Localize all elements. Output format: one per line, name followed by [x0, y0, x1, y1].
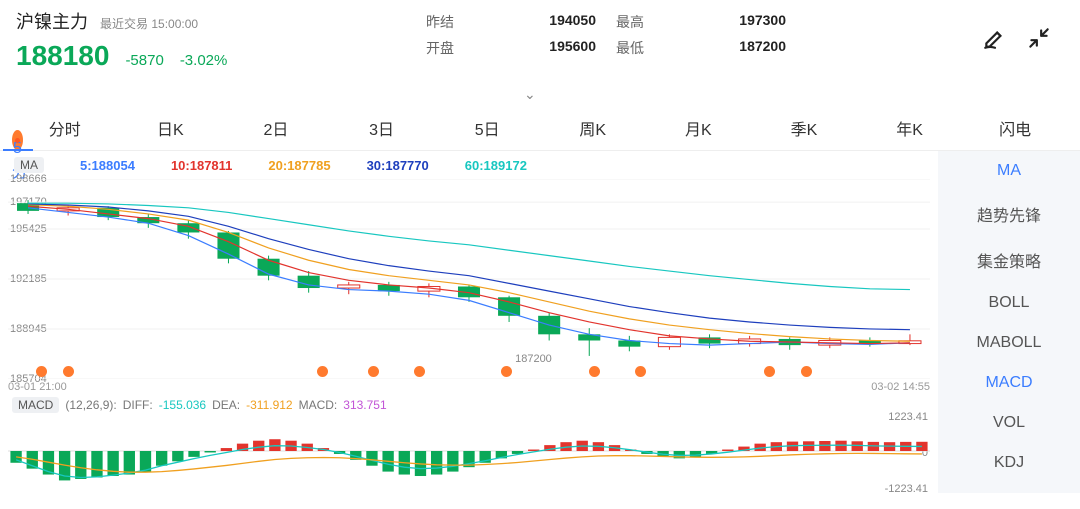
tab-闪电[interactable]: 闪电	[962, 106, 1068, 150]
tab-5日[interactable]: 5日	[434, 106, 540, 150]
time-start: 03-01 21:00	[8, 381, 67, 393]
high-label: 最高	[616, 12, 666, 32]
ma-20: 20:187785	[268, 158, 330, 173]
indicator-VOL[interactable]: VOL	[938, 403, 1080, 443]
timeframe-tabs: 分时日K2日3日5日周K月K 5分 季K年K闪电	[0, 106, 1080, 151]
tab-年K[interactable]: 年K	[857, 106, 963, 150]
indicator-MABOLL[interactable]: MABOLL	[938, 323, 1080, 363]
price-change: -5870	[125, 52, 163, 69]
edit-icon[interactable]	[982, 25, 1008, 56]
event-dot	[63, 366, 74, 377]
prev-close-label: 昨结	[426, 12, 476, 32]
low-label: 最低	[616, 38, 666, 58]
tab-日K[interactable]: 日K	[118, 106, 224, 150]
price-change-pct: -3.02%	[180, 52, 228, 69]
low-value: 187200	[686, 38, 786, 58]
open-value: 195600	[496, 38, 596, 58]
event-dot	[36, 366, 47, 377]
event-dot	[368, 366, 379, 377]
macd-value: 313.751	[343, 398, 386, 412]
ma-10: 10:187811	[171, 158, 232, 173]
stats-grid: 昨结 194050 最高 197300 开盘 195600 最低 187200	[276, 8, 982, 72]
indicator-MA[interactable]: MA	[938, 151, 1080, 191]
tab-分时[interactable]: 分时	[12, 106, 118, 150]
symbol-name: 沪镍主力	[16, 8, 88, 34]
tab-5分[interactable]: 5分	[12, 130, 23, 150]
tab-月K[interactable]: 月K	[646, 106, 752, 150]
macd-chart[interactable]: 1223.410-1223.41	[8, 415, 930, 487]
tab-2日[interactable]: 2日	[223, 106, 329, 150]
event-dot	[764, 366, 775, 377]
event-dot	[635, 366, 646, 377]
high-value: 197300	[686, 12, 786, 32]
price-chart[interactable]: 1986661971701954251921851889451857041872…	[8, 179, 930, 379]
event-dot	[589, 366, 600, 377]
event-dot	[501, 366, 512, 377]
price-annotation: 187200	[515, 353, 552, 365]
prev-close-value: 194050	[496, 12, 596, 32]
indicator-趋势先锋[interactable]: 趋势先锋	[938, 191, 1080, 237]
macd-diff: -155.036	[159, 398, 206, 412]
tab-3日[interactable]: 3日	[329, 106, 435, 150]
last-price: 188180	[16, 40, 109, 72]
open-label: 开盘	[426, 38, 476, 58]
chevron-down-icon[interactable]: ⌄	[524, 86, 536, 103]
indicator-MACD[interactable]: MACD	[938, 363, 1080, 403]
macd-params: (12,26,9):	[65, 398, 116, 412]
ma-tag: MA	[14, 157, 44, 173]
indicator-sidebar: MA趋势先锋集金策略BOLLMABOLLMACDVOLKDJ	[938, 151, 1080, 493]
collapse-icon[interactable]	[1026, 25, 1052, 56]
ma-60: 60:189172	[465, 158, 527, 173]
macd-dea: -311.912	[246, 398, 292, 412]
indicator-集金策略[interactable]: 集金策略	[938, 237, 1080, 283]
event-dot	[317, 366, 328, 377]
macd-tag: MACD	[12, 397, 59, 413]
last-trade: 最近交易 15:00:00	[100, 15, 198, 32]
macd-legend: MACD (12,26,9): DIFF: -155.036 DEA: -311…	[0, 393, 938, 415]
ma-5: 5:188054	[80, 158, 135, 173]
time-end: 03-02 14:55	[871, 381, 930, 393]
indicator-KDJ[interactable]: KDJ	[938, 443, 1080, 483]
event-dot	[414, 366, 425, 377]
ma-legend: MA 5:188054 10:187811 20:187785 30:187770 60…	[0, 151, 938, 179]
ma-30: 30:187770	[367, 158, 429, 173]
tab-周K[interactable]: 周K	[540, 106, 646, 150]
tab-季K[interactable]: 季K	[751, 106, 857, 150]
event-dot	[801, 366, 812, 377]
indicator-BOLL[interactable]: BOLL	[938, 283, 1080, 323]
